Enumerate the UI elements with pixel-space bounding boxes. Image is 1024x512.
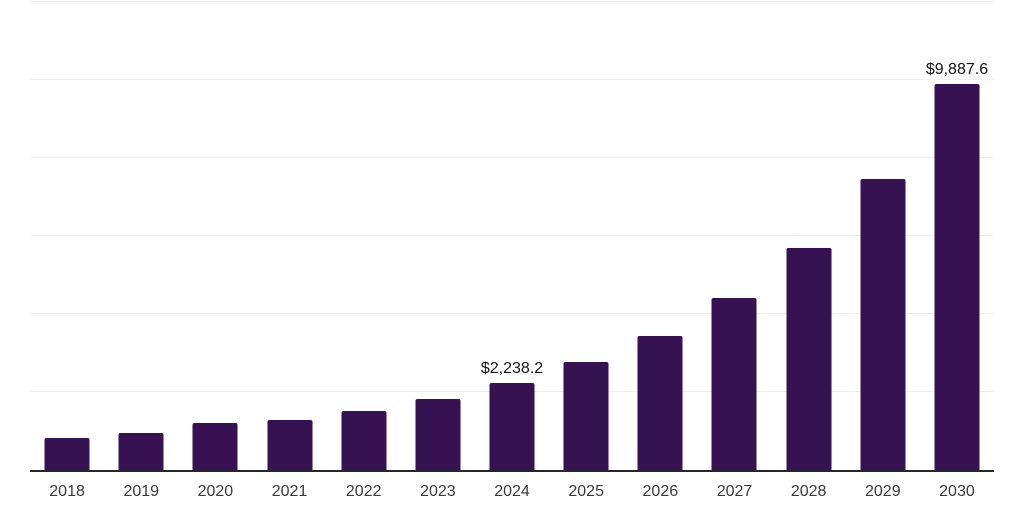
band-2021 xyxy=(252,2,326,470)
bar-2027 xyxy=(711,298,757,470)
band-2030: $9,887.6 xyxy=(920,2,994,470)
x-axis-label-2026: 2026 xyxy=(642,483,679,500)
band-2019 xyxy=(104,2,178,470)
band-2027 xyxy=(697,2,771,470)
gridline-10000 xyxy=(30,79,994,80)
x-axis-label-2024: 2024 xyxy=(494,483,530,500)
x-axis-label-2028: 2028 xyxy=(790,483,827,500)
bar-2029 xyxy=(860,179,906,470)
bar-2022 xyxy=(341,411,387,470)
x-axis-label-2020: 2020 xyxy=(197,483,234,500)
bar-2021 xyxy=(267,420,313,470)
x-axis-label-2021: 2021 xyxy=(271,483,308,500)
band-2018 xyxy=(30,2,104,470)
x-axis-label-2022: 2022 xyxy=(345,483,382,500)
bar-2018 xyxy=(44,438,90,470)
x-axis: 2018 2019 2020 2021 2022 2023 2024 2025 2026 2027… xyxy=(30,481,994,503)
gridline-12000 xyxy=(30,1,994,2)
bar-2026 xyxy=(637,335,683,470)
gridline-4000 xyxy=(30,313,994,315)
band-2026 xyxy=(623,2,697,470)
bars-layer: $2,238.2 $9,887.6 xyxy=(30,2,994,470)
gridline-6000 xyxy=(30,235,994,236)
band-2023 xyxy=(401,2,475,470)
x-axis-label-2030: 2030 xyxy=(939,483,975,500)
data-label-2030: $9,887.6 xyxy=(925,61,989,79)
band-2020 xyxy=(178,2,252,470)
bar-2028 xyxy=(786,248,832,470)
bar-2020 xyxy=(192,423,238,470)
bar-2025 xyxy=(563,361,609,470)
x-axis-label-2025: 2025 xyxy=(568,483,604,500)
x-axis-label-2018: 2018 xyxy=(49,483,85,500)
x-axis-label-2023: 2023 xyxy=(420,483,456,500)
band-2022 xyxy=(327,2,401,470)
band-2025 xyxy=(549,2,623,470)
data-label-2024: $2,238.2 xyxy=(480,359,544,377)
x-axis-label-2027: 2027 xyxy=(716,483,753,500)
bar-2030 xyxy=(934,84,980,470)
x-axis-label-2019: 2019 xyxy=(123,483,160,500)
x-axis-label-2029: 2029 xyxy=(865,483,901,500)
band-2029 xyxy=(846,2,920,470)
band-2028 xyxy=(772,2,846,470)
bar-2023 xyxy=(415,399,461,470)
bar-2019 xyxy=(118,432,164,470)
gridline-8000 xyxy=(30,157,994,159)
plot-area: $2,238.2 $9,887.6 xyxy=(30,1,994,472)
band-2024: $2,238.2 xyxy=(475,2,549,470)
bar-2024 xyxy=(489,382,535,470)
